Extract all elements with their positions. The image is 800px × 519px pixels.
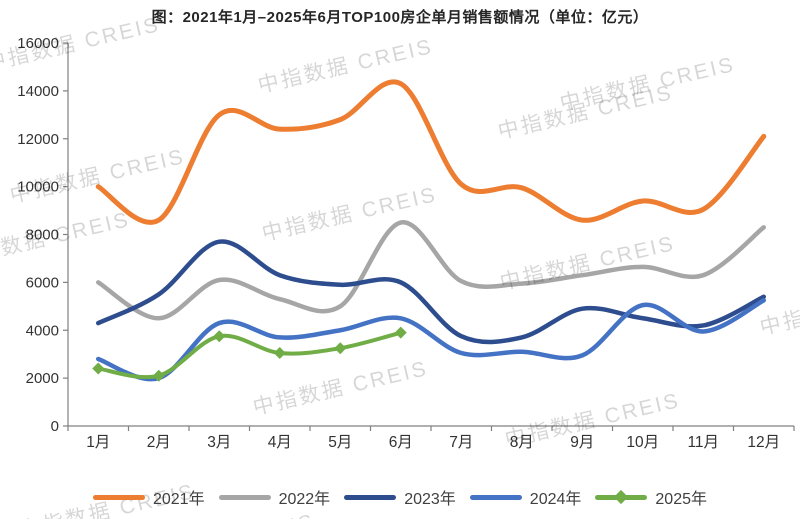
- y-axis-tick-label: 12000: [17, 131, 59, 148]
- series-line-2024: [96, 298, 766, 382]
- x-axis-tick-label: 10月: [626, 434, 659, 451]
- legend-item-2025: 2025年: [595, 485, 707, 509]
- x-axis-tick-label: 3月: [207, 434, 231, 451]
- x-axis-tick-label: 4月: [268, 434, 292, 451]
- series-marker-2025: [92, 362, 105, 375]
- y-axis-tick-label: 8000: [26, 227, 59, 244]
- legend-label: 2023年: [404, 491, 456, 508]
- y-axis-tick-label: 16000: [17, 35, 59, 52]
- x-axis-tick-label: 2月: [147, 434, 171, 451]
- legend-item-2023: 2023年: [344, 485, 456, 509]
- y-axis-tick-label: 2000: [26, 370, 59, 387]
- legend-label: 2025年: [655, 491, 708, 508]
- legend-label: 2022年: [278, 491, 331, 508]
- y-axis-tick-label: 0: [51, 418, 59, 435]
- legend-swatch: [218, 494, 271, 500]
- x-axis-tick-label: 12月: [747, 434, 780, 451]
- chart-title: 图：2021年1月–2025年6月TOP100房企单月销售额情况（单位：亿元）: [151, 9, 649, 26]
- series-marker-2025: [213, 330, 226, 343]
- legend-swatch: [469, 494, 522, 500]
- series-line-2023: [96, 239, 766, 345]
- legend-swatch: [92, 494, 145, 500]
- x-axis-tick-label: 1月: [86, 434, 110, 451]
- legend-label: 2024年: [529, 491, 582, 508]
- x-axis-tick-label: 8月: [510, 434, 534, 451]
- chart-legend: 2021年 2022年 2023年 2024年 2025年: [0, 485, 800, 509]
- legend-swatch: [344, 494, 397, 500]
- series-marker-2025: [152, 369, 165, 382]
- series-line-2021: [95, 79, 767, 225]
- x-axis-tick-label: 7月: [449, 434, 473, 451]
- y-axis-tick-label: 10000: [17, 179, 59, 196]
- x-axis-tick-label: 9月: [570, 434, 594, 451]
- legend-item-2024: 2024年: [469, 485, 582, 509]
- series-line-2022: [96, 220, 766, 321]
- legend-label: 2021年: [152, 491, 205, 508]
- x-axis-tick-label: 11月: [687, 434, 719, 451]
- legend-item-2022: 2022年: [218, 485, 331, 509]
- x-axis-tick-label: 5月: [328, 434, 352, 451]
- y-axis-tick-label: 6000: [26, 274, 59, 291]
- y-axis-tick-label: 14000: [17, 83, 59, 100]
- x-axis-tick-label: 6月: [389, 434, 413, 451]
- series-marker-2025: [273, 346, 286, 359]
- series-marker-2025: [394, 326, 407, 339]
- series-marker-2025: [334, 342, 347, 355]
- series-line-2025: [96, 330, 403, 380]
- legend-diamond-marker: [614, 489, 629, 505]
- legend-item-2021: 2021年: [92, 485, 205, 509]
- y-axis-tick-label: 4000: [26, 322, 59, 339]
- legend-swatch: [595, 489, 648, 505]
